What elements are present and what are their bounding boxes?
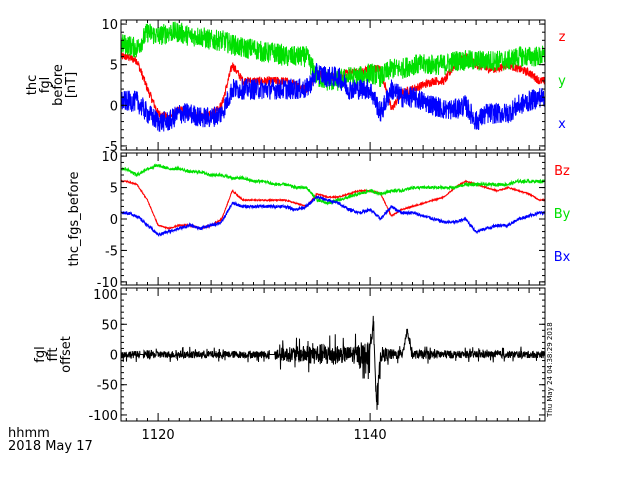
x-tick-label: 1120 bbox=[142, 428, 175, 443]
y-tick-label: -100 bbox=[88, 409, 118, 424]
y-tick-label: -5 bbox=[105, 244, 118, 259]
y-tick-label: 0 bbox=[110, 213, 118, 228]
y-axis-label: thc bbox=[25, 75, 40, 95]
y-axis-label: fgl bbox=[38, 77, 53, 93]
legend-z: z bbox=[559, 30, 566, 45]
plot-frame bbox=[120, 19, 546, 151]
legend-By: By bbox=[554, 207, 571, 222]
series-group bbox=[121, 21, 545, 133]
y-axis-label: thc_fgs_before bbox=[67, 172, 82, 267]
y-tick-label: -10 bbox=[97, 276, 118, 291]
legend-Bz: Bz bbox=[554, 164, 570, 179]
y-tick-label: 50 bbox=[101, 318, 118, 333]
y-tick-label: 10 bbox=[101, 18, 118, 33]
y-axis-label: [nT] bbox=[64, 72, 79, 98]
y-tick-label: -5 bbox=[105, 140, 118, 155]
y-tick-label: 0 bbox=[110, 99, 118, 114]
legend-y: y bbox=[558, 74, 566, 89]
legend-Bx: Bx bbox=[554, 250, 571, 265]
time-axis: 1120 1140 bbox=[142, 428, 387, 443]
footer-date: 2018 May 17 bbox=[8, 439, 93, 454]
footer-hhmm: hhmm bbox=[8, 426, 50, 441]
panel-fgs-before: -10 -5 0 5 10 thc_fgs_before Bz By Bx bbox=[67, 150, 571, 291]
x-tick-label: 1140 bbox=[354, 428, 387, 443]
y-axis-label: before bbox=[51, 64, 66, 106]
y-axis-label: fgl bbox=[33, 346, 48, 362]
series-line-x bbox=[121, 63, 545, 133]
series-line-offset bbox=[121, 315, 545, 410]
series-group bbox=[121, 163, 545, 237]
series-line-Bz bbox=[121, 179, 545, 231]
plot-frame bbox=[120, 152, 546, 286]
y-axis-label: offset bbox=[59, 336, 74, 373]
plot-timestamp: Thu May 24 04:38:29 2018 bbox=[546, 322, 554, 418]
series-group bbox=[121, 315, 545, 410]
y-tick-label: 0 bbox=[110, 349, 118, 364]
legend-x: x bbox=[558, 117, 566, 132]
series-line-Bx bbox=[121, 195, 545, 237]
y-tick-label: -50 bbox=[97, 379, 118, 394]
y-tick-label: 10 bbox=[101, 150, 118, 165]
y-tick-label: 5 bbox=[110, 182, 118, 197]
y-axis-label: fft bbox=[46, 347, 61, 361]
y-tick-label: 5 bbox=[110, 59, 118, 74]
y-tick-label: 100 bbox=[93, 288, 118, 303]
